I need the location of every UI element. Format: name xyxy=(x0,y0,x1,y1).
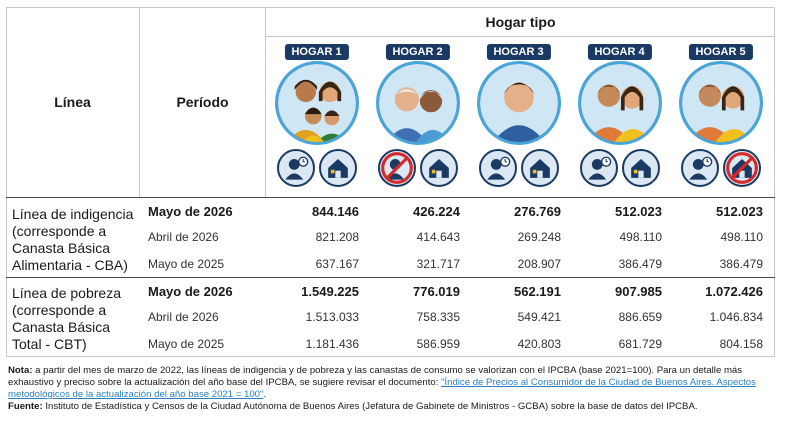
value-cell: 1.046.834 xyxy=(709,310,763,324)
header-periodo: Período xyxy=(140,7,266,197)
nota-end: . xyxy=(263,389,267,400)
label-line: Línea de indigencia xyxy=(12,206,134,222)
hogar-column-4: HOGAR 4 xyxy=(569,37,670,197)
label-line: Línea de pobreza xyxy=(12,285,121,301)
house-icon xyxy=(520,149,559,187)
value-cell: 426.224 xyxy=(413,203,460,219)
value-cell: 844.146 xyxy=(312,203,359,219)
hogar-column-5: HOGAR 5 xyxy=(670,37,771,197)
value-cell: 1.181.436 xyxy=(305,337,359,351)
hogar-tag: HOGAR 1 xyxy=(284,44,349,60)
value-cell: 804.158 xyxy=(719,337,763,351)
value-cell: 637.167 xyxy=(315,257,359,271)
value-cell: 386.479 xyxy=(618,257,662,271)
value-cell: 208.907 xyxy=(517,257,561,271)
table-row: Abril de 2026 1.513.033 758.335 549.421 … xyxy=(140,304,775,330)
header-linea: Línea xyxy=(6,7,140,197)
fuente: Fuente: Instituto de Estadística y Censo… xyxy=(8,401,778,413)
periodo-cell: Abril de 2026 xyxy=(148,230,219,244)
value-cell: 1.513.033 xyxy=(305,310,359,324)
elderly-couple-illustration xyxy=(375,61,460,145)
value-cell: 414.643 xyxy=(416,230,460,244)
label-line: Total - CBT) xyxy=(12,336,87,352)
worker-icon xyxy=(478,149,517,187)
house-icon xyxy=(318,149,357,187)
value-cell: 276.769 xyxy=(514,203,561,219)
value-cell: 681.729 xyxy=(618,337,662,351)
table-row: Mayo de 2025 1.181.436 586.959 420.803 6… xyxy=(140,331,775,357)
nota-label: Nota: xyxy=(8,365,33,376)
couple-illustration xyxy=(577,61,662,145)
couple-illustration xyxy=(678,61,763,145)
linea-indigencia-label: Línea de indigencia (corresponde a Canas… xyxy=(12,206,140,274)
nota: Nota: a partir del mes de marzo de 2022,… xyxy=(8,365,778,401)
hogar-tag: HOGAR 2 xyxy=(385,44,450,60)
no-worker-icon xyxy=(377,149,416,187)
label-line: (corresponde a xyxy=(12,223,107,239)
value-cell: 821.208 xyxy=(315,230,359,244)
family-portrait-illustration xyxy=(274,61,359,145)
value-cell: 498.110 xyxy=(720,230,764,244)
label-line: Canasta Básica xyxy=(12,319,111,335)
value-cell: 549.421 xyxy=(517,310,561,324)
periodo-cell: Mayo de 2025 xyxy=(148,337,225,351)
methodology-link[interactable]: "Índice de Precios al Consumidor de la C… xyxy=(8,377,756,400)
value-cell: 586.959 xyxy=(416,337,460,351)
no-house-icon xyxy=(722,149,761,187)
value-cell: 386.479 xyxy=(719,257,763,271)
periodo-cell: Mayo de 2025 xyxy=(148,257,225,271)
linea-pobreza-label: Línea de pobreza (corresponde a Canasta … xyxy=(12,285,140,353)
hogar-tag: HOGAR 4 xyxy=(587,44,652,60)
value-cell: 420.803 xyxy=(517,337,561,351)
value-cell: 758.335 xyxy=(416,310,460,324)
table-row: Abril de 2026 821.208 414.643 269.248 49… xyxy=(140,224,775,250)
table-row: Mayo de 2026 1.549.225 776.019 562.191 9… xyxy=(140,278,775,304)
worker-icon xyxy=(680,149,719,187)
hogar-column-1: HOGAR 1 xyxy=(266,37,367,197)
value-cell: 321.717 xyxy=(416,257,460,271)
value-cell: 512.023 xyxy=(615,203,662,219)
worker-icon xyxy=(276,149,315,187)
periodo-cell: Mayo de 2026 xyxy=(148,283,233,299)
value-cell: 269.248 xyxy=(517,230,561,244)
fuente-text: Instituto de Estadística y Censos de la … xyxy=(42,401,698,412)
value-cell: 562.191 xyxy=(514,283,561,299)
table-row: Mayo de 2026 844.146 426.224 276.769 512… xyxy=(140,198,775,224)
house-icon xyxy=(419,149,458,187)
label-line: Canasta Básica xyxy=(12,240,111,256)
value-cell: 907.985 xyxy=(615,283,662,299)
hogar-column-3: HOGAR 3 xyxy=(468,37,569,197)
value-cell: 1.072.426 xyxy=(705,283,763,299)
header-hogar-tipo: Hogar tipo xyxy=(266,7,775,37)
label-line: Alimentaria - CBA) xyxy=(12,257,128,273)
periodo-cell: Mayo de 2026 xyxy=(148,203,233,219)
worker-icon xyxy=(579,149,618,187)
value-cell: 1.549.225 xyxy=(301,283,359,299)
single-adult-illustration xyxy=(476,61,561,145)
footnotes: Nota: a partir del mes de marzo de 2022,… xyxy=(8,365,778,413)
house-icon xyxy=(621,149,660,187)
hogar-column-2: HOGAR 2 xyxy=(367,37,468,197)
periodo-cell: Abril de 2026 xyxy=(148,310,219,324)
section-divider xyxy=(6,277,775,278)
value-cell: 776.019 xyxy=(413,283,460,299)
value-cell: 512.023 xyxy=(716,203,763,219)
value-cell: 886.659 xyxy=(618,310,662,324)
fuente-label: Fuente: xyxy=(8,401,43,412)
hogar-tag: HOGAR 5 xyxy=(688,44,753,60)
value-cell: 498.110 xyxy=(619,230,663,244)
nota-text: a partir del mes de marzo de 2022, las l… xyxy=(8,365,743,388)
table-frame xyxy=(6,7,775,357)
section-divider xyxy=(6,197,775,198)
label-line: (corresponde a xyxy=(12,302,107,318)
hogar-tag: HOGAR 3 xyxy=(486,44,551,60)
table-row: Mayo de 2025 637.167 321.717 208.907 386… xyxy=(140,251,775,277)
